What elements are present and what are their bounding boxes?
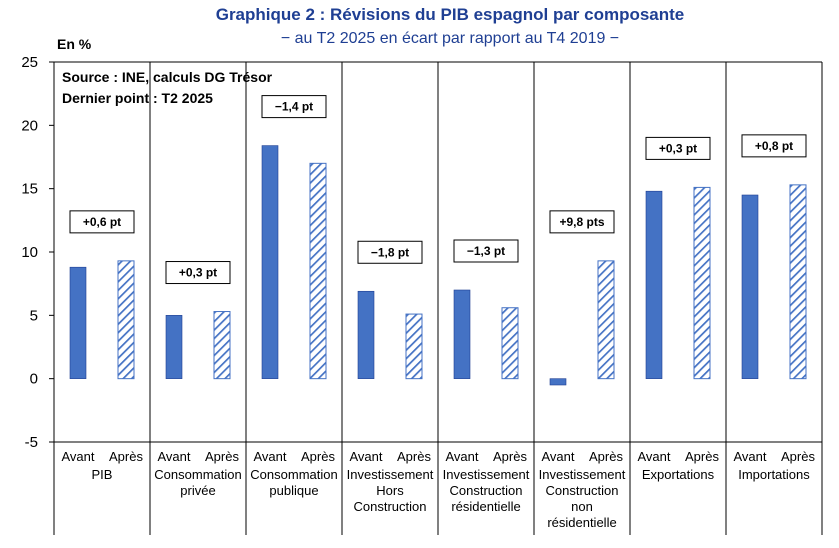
annotation-label: +9,8 pts (559, 215, 604, 229)
x-tick-apres: Après (589, 449, 623, 464)
y-tick-label: 25 (21, 54, 38, 71)
y-tick-label: 10 (21, 244, 38, 261)
y-tick-label: -5 (25, 434, 38, 451)
x-tick-apres: Après (301, 449, 335, 464)
y-axis-label: En % (57, 36, 92, 52)
bar-apres-7 (693, 186, 711, 380)
group-label: Importations (738, 467, 810, 482)
x-tick-apres: Après (685, 449, 719, 464)
y-tick-label: 15 (21, 181, 38, 198)
group-label: Construction (354, 499, 427, 514)
x-tick-apres: Après (493, 449, 527, 464)
group-label: Hors (376, 483, 404, 498)
source-line-2: Dernier point : T2 2025 (62, 90, 213, 106)
annotation-box (549, 210, 615, 234)
x-tick-avant: Avant (637, 449, 670, 464)
x-tick-apres: Après (109, 449, 143, 464)
annotation-box (357, 240, 423, 264)
bar-avant-6 (549, 378, 567, 386)
bar-avant-2 (165, 315, 183, 379)
annotation-label: +0,6 pt (83, 215, 121, 229)
annotation-label: −1,4 pt (275, 100, 313, 114)
bar-avant-1 (69, 266, 87, 379)
group-label: Construction (450, 483, 523, 498)
y-tick-label: 20 (21, 117, 38, 134)
bar-apres-6 (597, 260, 615, 380)
annotation-label: +0,8 pt (755, 139, 793, 153)
group-label: résidentielle (451, 499, 520, 514)
annotation-box (69, 210, 135, 234)
group-label: Consommation (250, 467, 337, 482)
annotation-box (165, 261, 231, 285)
annotation-box (645, 136, 711, 160)
bar-apres-4 (405, 313, 423, 380)
annotation-box (261, 95, 327, 119)
group-label: Consommation (154, 467, 241, 482)
bar-avant-5 (453, 289, 471, 379)
bar-apres-5 (501, 307, 519, 380)
bar-apres-8 (789, 184, 807, 380)
bar-apres-3 (309, 162, 327, 380)
chart-title: Graphique 2 : Révisions du PIB espagnol … (216, 5, 685, 24)
annotation-box (453, 239, 519, 263)
annotation-box (741, 134, 807, 158)
source-line-1: Source : INE, calculs DG Trésor (62, 69, 273, 85)
group-label: Investissement (539, 467, 626, 482)
bar-avant-3 (261, 145, 279, 379)
bar-apres-2 (213, 311, 231, 380)
group-label: Exportations (642, 467, 715, 482)
x-tick-avant: Avant (445, 449, 478, 464)
x-tick-avant: Avant (349, 449, 382, 464)
chart-subtitle: − au T2 2025 en écart par rapport au T4 … (281, 30, 619, 47)
group-label: Construction (546, 483, 619, 498)
x-tick-apres: Après (205, 449, 239, 464)
group-label: PIB (92, 467, 113, 482)
bar-avant-7 (645, 190, 663, 379)
plot-area: 25 20 15 10 5 0 -5 +0,6 pt Avant Après PIB +0,3 pt A… (21, 54, 823, 535)
bar-apres-1 (117, 260, 135, 380)
group-label: privée (180, 483, 215, 498)
x-tick-avant: Avant (541, 449, 574, 464)
x-tick-avant: Avant (253, 449, 286, 464)
annotation-label: −1,8 pt (371, 245, 409, 259)
x-tick-avant: Avant (61, 449, 94, 464)
x-tick-apres: Après (781, 449, 815, 464)
bar-avant-8 (741, 194, 759, 379)
group-label: Investissement (347, 467, 434, 482)
group-label: Investissement (443, 467, 530, 482)
annotation-label: +0,3 pt (659, 141, 697, 155)
bar-avant-4 (357, 290, 375, 379)
group-label: non (571, 499, 593, 514)
x-tick-apres: Après (397, 449, 431, 464)
group-label: publique (269, 483, 318, 498)
x-tick-avant: Avant (733, 449, 766, 464)
annotation-label: +0,3 pt (179, 266, 217, 280)
group-label: résidentielle (547, 515, 616, 530)
y-tick-label: 5 (30, 307, 38, 324)
annotation-label: −1,3 pt (467, 244, 505, 258)
x-tick-avant: Avant (157, 449, 190, 464)
y-tick-label: 0 (30, 371, 38, 388)
